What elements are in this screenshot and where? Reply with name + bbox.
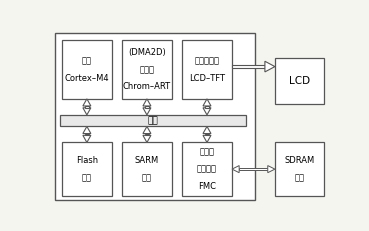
Polygon shape bbox=[83, 108, 91, 115]
Text: 控制器: 控制器 bbox=[200, 148, 214, 157]
Bar bbox=[239, 168, 268, 170]
Bar bbox=[62, 40, 112, 99]
Polygon shape bbox=[143, 126, 151, 134]
Text: 外部存储: 外部存储 bbox=[197, 165, 217, 174]
Text: 液晶控制器: 液晶控制器 bbox=[194, 57, 220, 65]
Text: Cortex–M4: Cortex–M4 bbox=[65, 73, 109, 82]
Text: SDRAM: SDRAM bbox=[284, 156, 314, 165]
Bar bbox=[182, 143, 232, 196]
Text: 外部: 外部 bbox=[294, 173, 304, 182]
Text: SARM: SARM bbox=[135, 156, 159, 165]
Text: Flash: Flash bbox=[76, 156, 98, 165]
Bar bbox=[275, 58, 324, 104]
Bar bbox=[205, 134, 209, 135]
Text: LCD–TFT: LCD–TFT bbox=[189, 73, 225, 82]
Bar bbox=[275, 143, 324, 196]
Text: Chrom–ART: Chrom–ART bbox=[123, 82, 171, 91]
Polygon shape bbox=[83, 126, 91, 134]
Bar bbox=[85, 134, 89, 135]
Polygon shape bbox=[268, 166, 275, 173]
Polygon shape bbox=[232, 166, 239, 173]
Polygon shape bbox=[203, 126, 211, 134]
Bar bbox=[205, 106, 209, 108]
Polygon shape bbox=[203, 135, 211, 143]
Text: 加速器: 加速器 bbox=[139, 65, 155, 74]
Text: 内部: 内部 bbox=[82, 173, 92, 182]
Polygon shape bbox=[143, 99, 151, 106]
Bar bbox=[122, 143, 172, 196]
Bar bbox=[85, 106, 89, 108]
Polygon shape bbox=[83, 99, 91, 106]
Bar bbox=[55, 33, 255, 200]
Text: LCD: LCD bbox=[289, 76, 310, 86]
Text: 内部: 内部 bbox=[142, 173, 152, 182]
Bar bbox=[62, 143, 112, 196]
Text: 内核: 内核 bbox=[82, 57, 92, 65]
Bar bbox=[145, 106, 149, 108]
Polygon shape bbox=[83, 135, 91, 143]
Polygon shape bbox=[143, 135, 151, 143]
Text: FMC: FMC bbox=[198, 182, 216, 191]
Polygon shape bbox=[203, 99, 211, 106]
Bar bbox=[122, 40, 172, 99]
Bar bbox=[61, 115, 246, 126]
Text: 总线: 总线 bbox=[148, 116, 159, 125]
Polygon shape bbox=[143, 108, 151, 115]
Bar bbox=[232, 65, 265, 68]
Text: (DMA2D): (DMA2D) bbox=[128, 48, 166, 57]
Bar bbox=[182, 40, 232, 99]
Bar bbox=[145, 134, 149, 135]
Polygon shape bbox=[265, 61, 275, 72]
Polygon shape bbox=[203, 108, 211, 115]
